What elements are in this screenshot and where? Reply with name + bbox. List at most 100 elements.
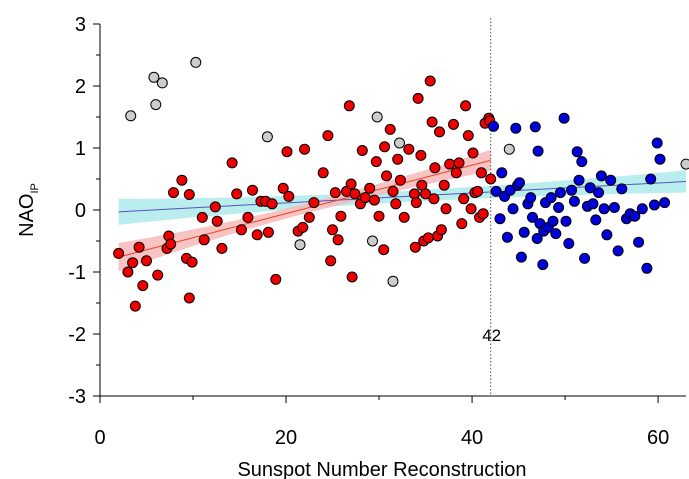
point-high — [531, 233, 543, 244]
y-axis-title-sub: IP — [29, 183, 41, 193]
point-high — [571, 146, 583, 158]
point-low — [356, 145, 368, 156]
point-low — [387, 185, 399, 197]
point-high — [593, 187, 605, 199]
x-tick-label: 0 — [94, 427, 105, 449]
point-low — [390, 198, 402, 210]
point-low — [281, 146, 293, 158]
point-other — [261, 131, 273, 143]
point-low — [329, 187, 341, 199]
point-low — [426, 116, 438, 128]
point-low — [409, 241, 421, 253]
point-low — [438, 179, 450, 191]
point-low — [165, 238, 177, 250]
point-low — [359, 192, 371, 204]
point-high — [545, 192, 557, 204]
point-low — [475, 167, 487, 179]
point-low — [379, 141, 391, 153]
x-tick-label: 20 — [275, 427, 297, 449]
point-high — [507, 203, 519, 215]
point-low — [122, 266, 134, 278]
point-low — [297, 221, 309, 233]
point-low — [303, 211, 315, 223]
point-other — [503, 143, 515, 155]
point-high — [651, 137, 663, 149]
point-low — [345, 178, 357, 190]
point-other — [150, 99, 162, 111]
point-high — [529, 121, 541, 133]
point-low — [343, 100, 355, 112]
point-other — [190, 56, 202, 68]
point-high — [547, 215, 559, 227]
point-high — [563, 238, 575, 249]
point-low — [424, 75, 436, 87]
point-low — [226, 157, 238, 169]
point-low — [429, 162, 441, 174]
point-high — [598, 203, 610, 215]
point-low — [477, 208, 489, 220]
point-low — [231, 188, 243, 200]
point-high — [608, 202, 620, 213]
y-axis-title-main: NAO — [16, 194, 38, 237]
point-high — [514, 177, 525, 189]
point-low — [462, 130, 474, 142]
point-high — [525, 192, 537, 204]
point-low — [435, 224, 447, 236]
point-low — [428, 193, 440, 205]
point-low — [378, 244, 390, 256]
point-low — [381, 170, 392, 182]
point-low — [346, 271, 358, 283]
point-high — [576, 156, 588, 168]
point-high — [560, 215, 572, 227]
point-low — [235, 224, 247, 236]
point-low — [242, 211, 254, 223]
point-low — [327, 224, 338, 236]
point-high — [654, 153, 666, 165]
low-fit-line — [118, 159, 491, 258]
point-high — [616, 183, 628, 195]
point-high — [488, 120, 499, 132]
point-low — [349, 188, 361, 200]
data-points — [113, 56, 689, 312]
x-tick-label: 40 — [461, 427, 483, 449]
point-low — [410, 197, 422, 209]
point-low — [247, 184, 258, 196]
point-low — [453, 157, 465, 169]
high-fit-band — [118, 170, 687, 225]
point-low — [270, 273, 282, 285]
point-low — [415, 149, 427, 161]
point-high — [558, 112, 570, 124]
point-low — [133, 241, 145, 253]
point-high — [553, 202, 565, 213]
point-high — [605, 174, 617, 186]
point-low — [266, 198, 278, 210]
y-tick-label: 3 — [75, 14, 86, 36]
point-high — [501, 231, 513, 243]
point-low — [465, 203, 477, 215]
y-tick-label: 1 — [75, 138, 86, 160]
point-low — [373, 210, 385, 222]
point-low — [283, 190, 295, 202]
point-high — [532, 145, 544, 157]
point-high — [527, 211, 538, 223]
point-high — [648, 199, 660, 211]
point-low — [440, 203, 452, 215]
point-low — [370, 156, 382, 168]
point-low — [467, 147, 479, 159]
point-low — [277, 182, 289, 194]
point-high — [554, 187, 566, 199]
point-low — [434, 126, 445, 138]
point-low — [398, 211, 410, 223]
point-low — [209, 201, 221, 213]
point-other — [367, 235, 378, 247]
point-high — [587, 198, 599, 210]
point-low — [262, 226, 274, 238]
threshold-label: 42 — [482, 326, 501, 345]
point-high — [659, 197, 671, 209]
point-low — [450, 167, 462, 179]
point-high — [490, 185, 502, 197]
point-high — [645, 173, 657, 185]
y-axis-title: NAOIP — [16, 183, 41, 237]
point-low — [322, 130, 334, 142]
